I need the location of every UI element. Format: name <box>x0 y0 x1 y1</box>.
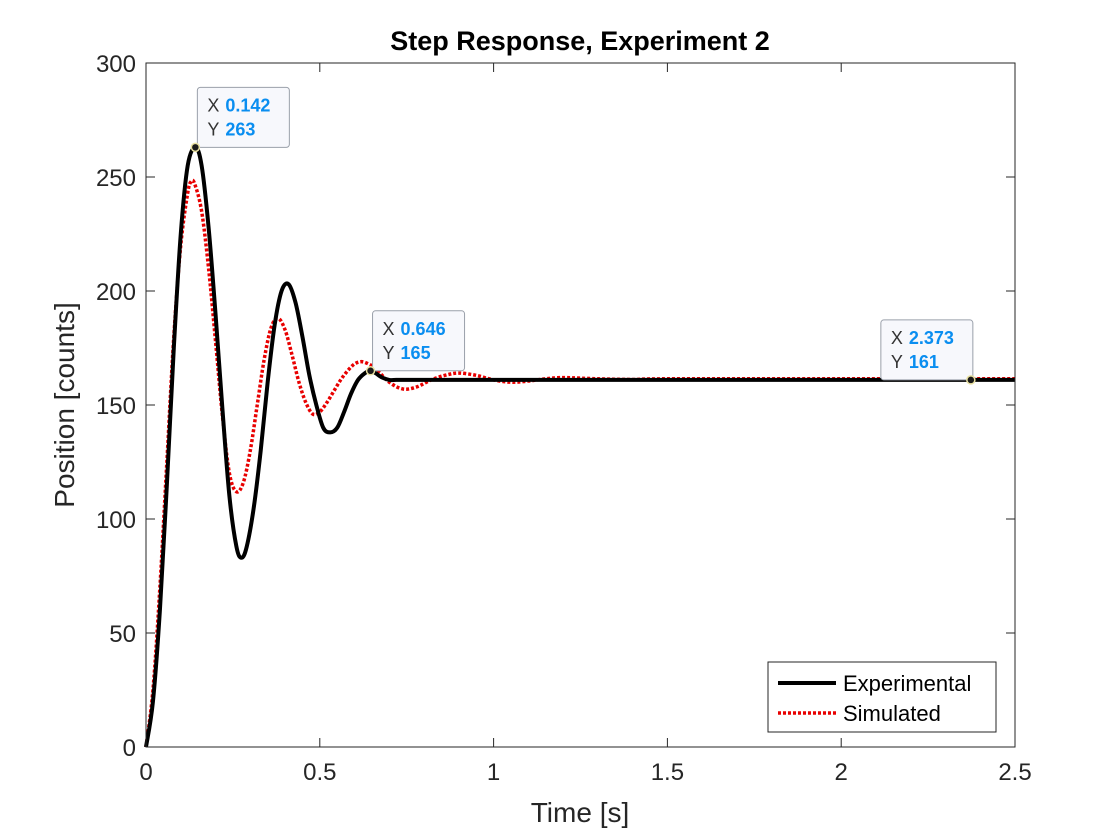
datatip-y-label: Y <box>891 352 903 372</box>
datatip[interactable]: X 0.142 Y 263 <box>190 86 290 153</box>
x-tick-label: 0 <box>139 759 152 786</box>
legend: Experimental Simulated <box>767 661 997 733</box>
datatip-box <box>372 310 466 372</box>
x-axis-label: Time [s] <box>531 797 630 828</box>
chart-title: Step Response, Experiment 2 <box>390 26 770 56</box>
datatip-x-label: X <box>383 319 395 339</box>
x-tick-label: 2.5 <box>998 759 1031 786</box>
datatip-y-value: 161 <box>909 352 939 372</box>
axis-ticks: 0 0.5 1 1.5 2 2.5 0 50 100 150 200 250 300 <box>96 51 1032 786</box>
datatip-box <box>196 86 290 148</box>
x-tick-label: 1.5 <box>651 759 684 786</box>
series-line-simulated <box>144 178 1015 748</box>
datatip[interactable]: X 2.373 Y 161 <box>880 319 976 385</box>
plot-area <box>146 63 1015 747</box>
datatip-marker[interactable] <box>190 142 201 153</box>
datatip[interactable]: X 0.646 Y 165 <box>365 310 466 376</box>
y-tick-label: 300 <box>96 51 136 78</box>
datatip-x-label: X <box>207 95 219 115</box>
x-tick-label: 1 <box>487 759 500 786</box>
datatip-y-label: Y <box>207 119 219 139</box>
y-tick-label: 200 <box>96 279 136 306</box>
datatip-marker[interactable] <box>365 366 376 376</box>
datatips: X 0.142 Y 263 X 0.646 Y 165 X 2.373 Y 161 <box>190 86 976 385</box>
y-axis-label: Position [counts] <box>49 302 80 507</box>
datatip-box <box>880 319 974 381</box>
datatip-y-value: 165 <box>401 343 431 363</box>
legend-label-simulated: Simulated <box>843 701 941 726</box>
y-tick-label: 150 <box>96 393 136 420</box>
axes-box <box>145 62 1016 748</box>
legend-box <box>767 661 997 733</box>
datatip-x-value: 0.646 <box>401 319 446 339</box>
datatip-y-label: Y <box>383 343 395 363</box>
datatip-x-label: X <box>891 328 903 348</box>
datatip-marker[interactable] <box>966 375 976 385</box>
y-tick-label: 50 <box>109 621 136 648</box>
y-tick-label: 100 <box>96 507 136 534</box>
y-tick-label: 250 <box>96 165 136 192</box>
y-tick-label: 0 <box>123 735 136 762</box>
datatip-x-value: 0.142 <box>225 95 270 115</box>
legend-label-experimental: Experimental <box>843 671 971 696</box>
datatip-y-value: 263 <box>225 119 255 139</box>
datatip-x-value: 2.373 <box>909 328 954 348</box>
x-tick-label: 2 <box>835 759 848 786</box>
x-tick-label: 0.5 <box>303 759 336 786</box>
